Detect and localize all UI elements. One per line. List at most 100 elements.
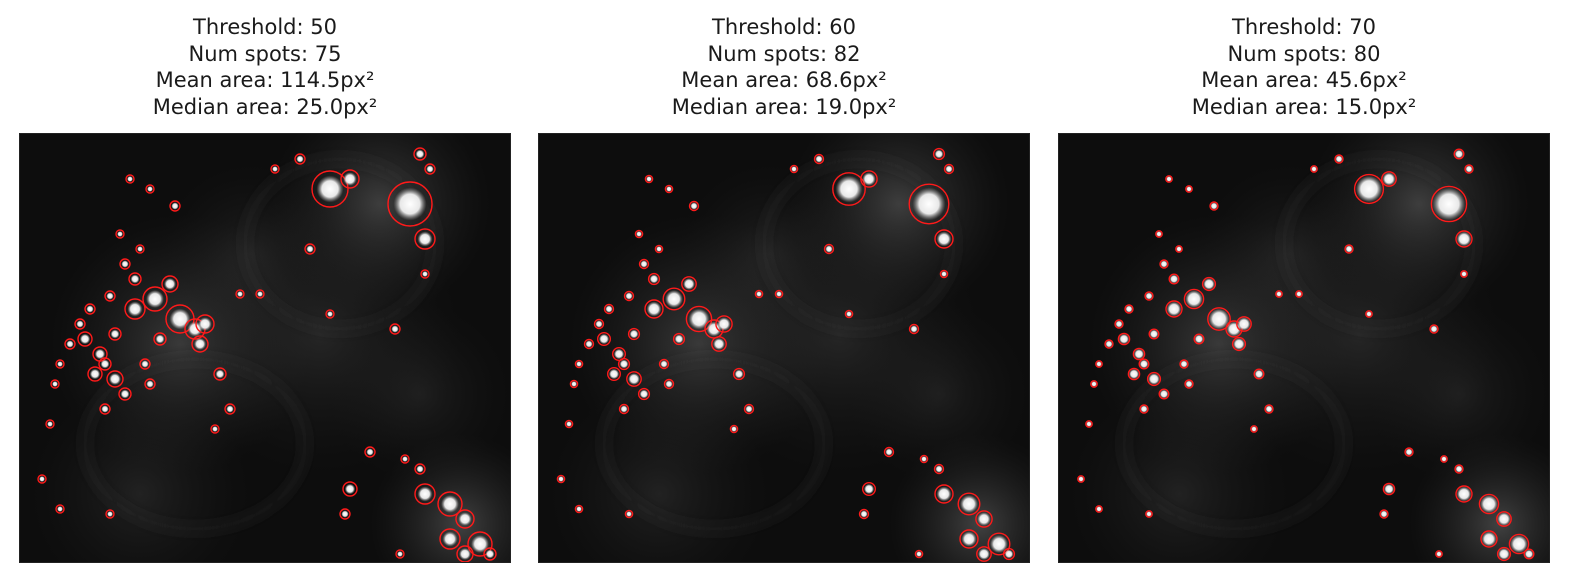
threshold-label: Threshold: 50 — [193, 15, 337, 39]
spot-contour — [1179, 359, 1189, 369]
fluorescent-spot — [1125, 305, 1133, 313]
fluorescent-spot — [101, 405, 109, 413]
spot-contour — [823, 243, 835, 255]
fluorescent-spot — [1203, 278, 1215, 290]
fluorescent-spot — [1004, 549, 1014, 559]
spot-contour — [1430, 185, 1468, 223]
spot-contour — [919, 454, 929, 464]
fluorescent-spot — [1233, 338, 1245, 350]
fluorescent-spot — [272, 166, 278, 172]
fluorescent-spot — [1086, 421, 1092, 427]
num-spots-label: Num spots: 82 — [707, 41, 861, 66]
fluorescent-spot — [717, 317, 731, 331]
spot-contour — [1159, 259, 1169, 269]
threshold-label: Threshold: 70 — [1232, 15, 1376, 39]
fluorescent-spot — [66, 340, 74, 348]
fluorescent-spot — [1166, 301, 1182, 317]
fluorescent-spot — [1480, 495, 1498, 513]
fluorescent-spot — [257, 291, 263, 297]
fluorescent-spot — [1366, 311, 1372, 317]
fluorescent-spot — [1105, 340, 1113, 348]
spot-contour — [1184, 379, 1194, 389]
fluorescent-spot — [1156, 231, 1162, 237]
spot-contour — [1165, 175, 1173, 183]
spot-contour — [395, 549, 405, 559]
fluorescent-spot — [674, 334, 684, 344]
fluorescent-spot — [39, 476, 45, 482]
fluorescent-spot — [459, 548, 471, 560]
panel-threshold-60: Threshold: 60 Num spots: 82 Mean area: 6… — [538, 0, 1030, 586]
spot-contour — [1310, 165, 1318, 173]
spot-contour — [37, 474, 47, 484]
spot-contour — [1207, 307, 1231, 331]
fluorescent-spot — [990, 535, 1008, 553]
fluorescent-spot — [977, 512, 991, 526]
spot-contour — [1455, 230, 1473, 248]
spot-contour — [1095, 360, 1103, 368]
spot-contour — [270, 164, 280, 174]
fluorescent-spot — [366, 448, 374, 456]
fluorescent-spot — [665, 380, 673, 388]
fluorescent-spot — [52, 381, 58, 387]
threshold-label: Threshold: 60 — [712, 15, 856, 39]
spot-contour — [224, 403, 236, 415]
spot-contour — [118, 387, 132, 401]
spot-contour — [844, 309, 854, 319]
fluorescent-spot — [57, 361, 63, 367]
spot-contour — [813, 153, 825, 165]
fluorescent-spot — [164, 278, 176, 290]
spot-contour — [311, 170, 349, 208]
nucleus-outline — [1282, 157, 1476, 331]
fluorescent-spot — [137, 246, 143, 252]
fluorescent-spot — [393, 187, 427, 221]
spot-contour — [976, 546, 992, 562]
spot-contour — [638, 258, 650, 270]
fluorescent-spot — [1441, 456, 1447, 462]
spot-contour — [1139, 404, 1149, 414]
fluorescent-spot — [343, 172, 357, 186]
fluorescent-spot — [155, 334, 165, 344]
spot-contour — [939, 269, 949, 279]
spot-contour — [439, 528, 461, 550]
spot-contour — [685, 305, 713, 333]
spot-contour — [606, 366, 621, 381]
median-area-label: Median area: 25.0px² — [152, 94, 378, 119]
fluorescent-spot — [485, 549, 495, 559]
spot-contour — [128, 272, 142, 286]
fluorescent-spot — [110, 329, 120, 339]
fluorescent-spot — [636, 231, 642, 237]
fluorescent-spot — [910, 325, 918, 333]
spot-contour — [153, 332, 167, 346]
spot-contour — [455, 509, 475, 529]
spot-contour — [45, 419, 55, 429]
spot-contour — [77, 331, 93, 347]
fluorescent-spot — [402, 456, 408, 462]
spot-contour — [1523, 548, 1535, 560]
spot-contour — [1146, 371, 1162, 387]
spot-contour — [1275, 290, 1283, 298]
fluorescent-spot — [1335, 155, 1343, 163]
fluorescent-spot — [862, 172, 876, 186]
spot-contour — [569, 379, 579, 389]
fluorescent-spot — [1405, 448, 1413, 456]
fluorescent-spot — [109, 373, 121, 385]
fluorescent-spot — [558, 476, 564, 482]
fluorescent-spot — [605, 305, 613, 313]
fluorescent-spot — [1180, 360, 1188, 368]
fluorescent-spot — [608, 368, 620, 380]
panel-threshold-50: Threshold: 50 Num spots: 75 Mean area: 1… — [19, 0, 511, 586]
fluorescent-spot — [215, 369, 225, 379]
fluorescent-spot — [713, 338, 725, 350]
fluorescent-spot — [306, 245, 314, 253]
spot-contour — [658, 358, 670, 370]
fluorescent-spot — [1185, 290, 1203, 308]
fluorescent-spot — [1128, 368, 1140, 380]
fluorescent-spot — [86, 305, 94, 313]
spot-contour — [754, 289, 764, 299]
spot-contour — [115, 229, 125, 239]
spot-contour — [1454, 464, 1464, 474]
spot-contour — [99, 403, 111, 415]
fluorescent-spot — [776, 291, 782, 297]
spot-contour — [732, 367, 746, 381]
spot-contour — [1264, 404, 1274, 414]
